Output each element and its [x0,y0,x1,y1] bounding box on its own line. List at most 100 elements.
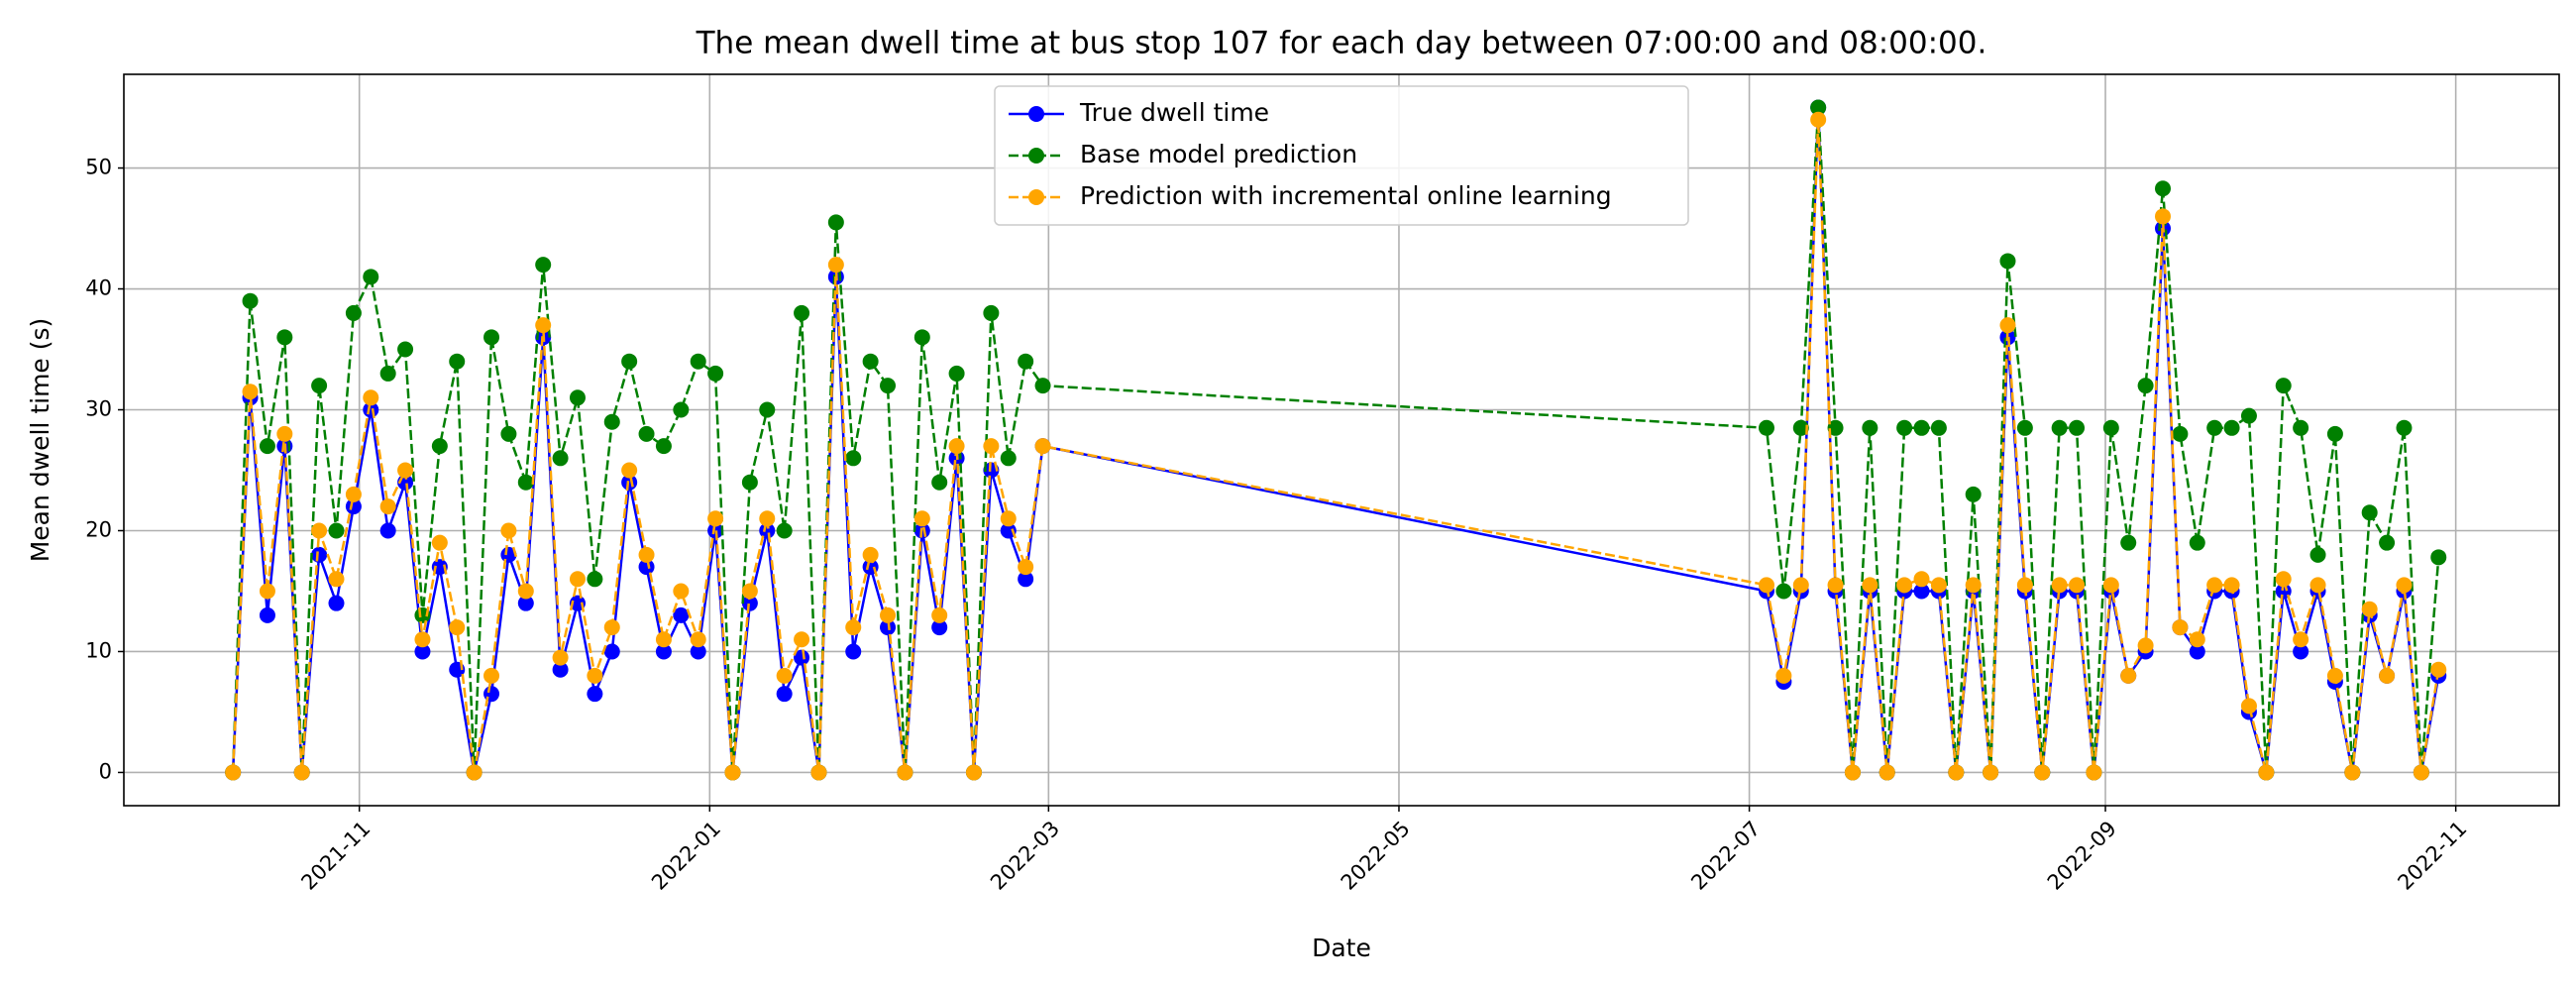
data-point [2344,764,2361,781]
data-point [2309,577,2326,594]
data-point [483,686,500,703]
data-point [776,667,793,684]
data-point [655,631,672,648]
data-point [2172,619,2189,636]
data-point [2223,419,2240,436]
data-point [431,438,448,455]
data-point [1878,764,1895,781]
data-point [794,304,810,321]
data-point [552,649,569,666]
data-point [2326,425,2343,442]
data-point [2430,661,2447,678]
data-point [810,764,827,781]
data-point [655,643,672,660]
data-point [1758,577,1774,594]
data-point [1018,571,1034,588]
data-point [2379,534,2396,551]
data-point [345,486,362,502]
data-point [449,619,466,636]
data-point [1965,486,1982,502]
data-point [517,595,534,611]
data-point [1792,419,1809,436]
data-point [1810,111,1827,128]
legend-marker [1028,106,1044,122]
data-point [2154,180,2171,197]
data-point [552,661,569,678]
data-point [759,510,776,527]
data-point [1827,419,1844,436]
data-point [535,257,552,274]
data-point [2102,419,2119,436]
legend-marker [1028,189,1044,205]
data-point [2154,208,2171,225]
data-point [845,619,862,636]
data-point [2102,577,2119,594]
data-point [2309,546,2326,563]
data-point [1034,378,1051,394]
data-point [690,643,706,660]
data-point [897,764,913,781]
data-point [500,546,517,563]
y-tick-label: 50 [85,156,112,179]
data-point [621,462,638,479]
data-point [363,269,379,285]
data-point [983,438,1000,455]
data-point [1844,764,1861,781]
data-point [293,764,310,781]
data-point [2189,534,2205,551]
data-point [2361,601,2378,617]
legend-label: Prediction with incremental online learn… [1080,181,1612,210]
data-point [500,522,517,539]
data-point [242,384,259,400]
data-point [311,522,328,539]
y-axis-label: Mean dwell time (s) [26,318,54,563]
data-point [2396,577,2413,594]
data-point [638,425,655,442]
data-point [1810,99,1827,116]
data-point [673,606,690,623]
data-point [2379,667,2396,684]
data-point [2189,643,2205,660]
data-point [845,643,862,660]
data-point [2206,577,2223,594]
data-point [328,522,345,539]
data-point [379,365,396,382]
data-point [1000,450,1017,467]
data-point [794,631,810,648]
data-point [379,498,396,515]
data-point [311,546,328,563]
data-point [1999,317,2016,334]
data-point [2137,637,2154,654]
data-point [1862,577,1878,594]
data-point [259,583,275,600]
data-point [655,438,672,455]
data-point [690,631,706,648]
data-point [827,257,844,274]
y-tick-label: 20 [85,517,112,541]
data-point [2396,419,2413,436]
data-point [414,643,431,660]
data-point [1913,571,1930,588]
data-point [500,425,517,442]
data-point [965,764,982,781]
data-point [862,353,879,370]
data-point [673,401,690,418]
data-point [2034,764,2051,781]
data-point [2206,419,2223,436]
data-point [1965,577,1982,594]
data-point [880,606,897,623]
series-line [231,119,2440,773]
data-point [2223,577,2240,594]
data-point [1018,559,1034,576]
data-point [449,353,466,370]
data-point [2120,667,2137,684]
y-tick-label: 40 [85,276,112,300]
data-point [1827,577,1844,594]
legend: True dwell time Base model prediction Pred… [994,85,1689,226]
data-point [2240,698,2257,715]
data-point [1983,764,1999,781]
data-point [741,474,758,491]
data-point [2326,667,2343,684]
data-point [2051,577,2068,594]
